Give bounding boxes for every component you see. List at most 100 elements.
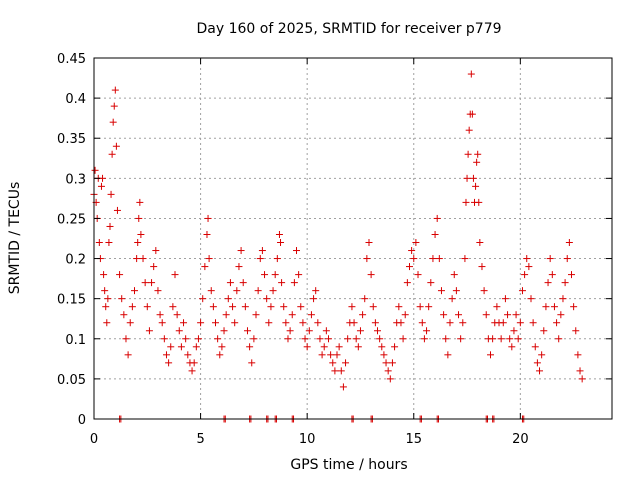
data-point [329,359,337,367]
data-point [250,335,258,343]
data-point [160,335,168,343]
data-point [243,327,251,335]
data-point [563,255,571,263]
data-point [427,279,435,287]
data-point [112,142,120,150]
data-point [489,335,497,343]
data-point [305,327,313,335]
data-point [199,295,207,303]
data-point [361,295,369,303]
data-point [224,295,232,303]
data-point [122,335,130,343]
data-point [134,239,142,247]
data-point [324,335,332,343]
data-point [529,319,537,327]
data-point [116,271,124,279]
data-point [333,351,341,359]
data-point [173,311,181,319]
data-point [440,311,448,319]
data-point [148,279,156,287]
data-point [314,319,322,327]
data-point [220,327,228,335]
data-point [252,311,260,319]
data-point [284,335,292,343]
x-tick-label: 15 [405,432,422,447]
data-point [233,287,241,295]
data-point [320,343,328,351]
data-point [111,86,119,94]
data-point [137,230,145,238]
data-point [310,295,318,303]
data-point [514,335,522,343]
data-point [512,311,520,319]
data-point [288,311,296,319]
data-point [446,319,454,327]
data-point [367,271,375,279]
plot-frame [93,57,613,420]
data-point [226,279,234,287]
data-point [354,343,362,351]
data-point [527,295,535,303]
data-point [318,351,326,359]
data-point [275,230,283,238]
data-point [348,303,356,311]
data-point [169,303,177,311]
data-point [239,279,247,287]
data-point [433,214,441,222]
data-point [472,182,480,190]
data-point [290,279,298,287]
y-tick-label: 0.2 [65,253,86,268]
data-point [105,239,113,247]
data-point [212,319,220,327]
data-point [295,271,303,279]
data-points [90,70,586,423]
data-point [327,351,335,359]
data-point [531,343,539,351]
data-point [474,150,482,158]
data-point [204,214,212,222]
data-point [97,182,105,190]
data-point [437,287,445,295]
data-point [350,319,358,327]
y-tick-label: 0.45 [57,52,86,67]
data-point [246,343,254,351]
data-point [265,319,273,327]
data-point [175,327,183,335]
data-point [397,319,405,327]
data-point [218,343,226,351]
data-point [540,327,548,335]
data-point [136,198,144,206]
data-point [141,279,149,287]
data-point [104,295,112,303]
data-point [478,263,486,271]
y-tick-label: 0 [78,413,86,428]
data-point [344,335,352,343]
data-point [533,359,541,367]
data-point [565,239,573,247]
data-point [143,303,151,311]
data-point [177,343,185,351]
x-tick-labels: 0 5 10 15 20 [90,432,529,447]
data-point [203,230,211,238]
data-point [518,287,526,295]
data-point [312,287,320,295]
data-point [113,206,121,214]
data-point [271,271,279,279]
data-point [256,255,264,263]
data-point [322,327,330,335]
data-point [459,319,467,327]
data-point [277,239,285,247]
data-point [399,335,407,343]
data-point [102,303,110,311]
data-point [405,263,413,271]
data-point [103,319,111,327]
data-point [557,311,565,319]
data-point [380,351,388,359]
data-point [237,247,245,255]
data-point [388,359,396,367]
data-point [418,319,426,327]
data-point [536,367,544,375]
data-point [248,359,256,367]
data-point [401,311,409,319]
